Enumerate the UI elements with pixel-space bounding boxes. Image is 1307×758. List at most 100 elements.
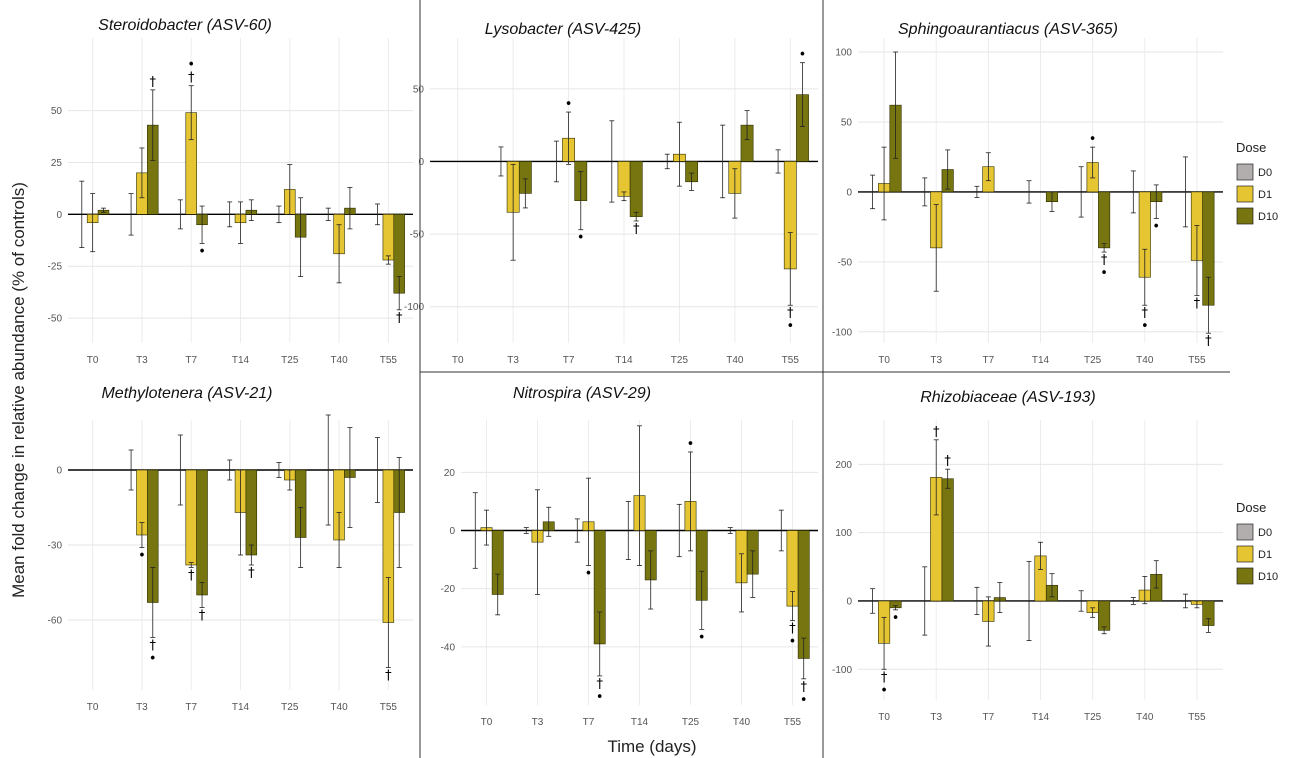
significance-symbol: •: [800, 693, 808, 708]
significance-mark: •: [577, 231, 585, 246]
x-tick-label: T3: [930, 712, 942, 723]
x-tick-label: T55: [380, 702, 398, 713]
y-tick-label: 0: [418, 157, 424, 168]
y-axis-label: Mean fold change in relative abundance (…: [9, 182, 28, 598]
significance-symbol: •: [187, 58, 195, 73]
x-tick-label: T3: [532, 717, 544, 728]
panels: -50 -25 0 25 50 Steroidobacter (ASV-60) T0 T3 T7…: [48, 17, 1223, 728]
bar-d10: [245, 469, 258, 556]
significance-symbol: †: [800, 680, 807, 695]
x-tick-label: T7: [983, 355, 995, 366]
legend-swatch: [1236, 207, 1254, 225]
significance-mark: †: [248, 566, 255, 581]
significance-symbol: •: [138, 549, 146, 564]
significance-mark: •: [198, 244, 206, 259]
legend-swatch: [1236, 567, 1254, 585]
legends: Dose D0 D1 D10 Dose D0 D1 D10: [1236, 140, 1278, 585]
significance-mark: †•: [786, 306, 794, 334]
significance-symbol: †: [1194, 296, 1201, 311]
significance-mark: †: [396, 311, 403, 326]
significance-mark: •: [799, 48, 807, 63]
significance-symbol: •: [789, 635, 797, 650]
y-tick-label: -50: [410, 230, 425, 241]
significance-mark: †: [1205, 334, 1212, 349]
x-tick-label: T40: [330, 355, 348, 366]
significance-symbol: †: [1101, 253, 1108, 268]
legend-label: D10: [1258, 571, 1278, 583]
y-tick-label: 50: [51, 106, 63, 117]
significance-symbol: †: [787, 306, 794, 321]
significance-mark: †•: [596, 677, 604, 705]
significance-symbol: †: [944, 454, 951, 469]
x-tick-label: T40: [1136, 712, 1154, 723]
x-tick-label: T25: [281, 702, 299, 713]
significance-mark: •: [138, 549, 146, 564]
x-tick-label: T0: [878, 712, 890, 723]
significance-symbol: •: [1089, 132, 1097, 147]
significance-symbol: †: [385, 669, 392, 684]
y-tick-label: -30: [48, 541, 63, 552]
bar-d10: [196, 469, 208, 596]
significance-mark: †: [633, 222, 640, 237]
y-tick-label: 0: [56, 466, 62, 477]
significance-mark: †: [188, 569, 195, 584]
legend-label: D0: [1258, 527, 1272, 539]
x-tick-label: T40: [1136, 355, 1154, 366]
legend-swatch: [1236, 523, 1254, 541]
panel-6: -100 0 100 200 Rhizobiaceae (ASV-193) T0 T3 T7 T…: [832, 389, 1223, 723]
x-tick-label: T14: [631, 717, 649, 728]
significance-mark: †•: [1141, 306, 1149, 334]
panel-title: Rhizobiaceae (ASV-193): [920, 389, 1096, 406]
x-tick-label: T3: [136, 702, 148, 713]
significance-symbol: •: [1100, 266, 1108, 281]
significance-mark: •: [892, 611, 900, 626]
bar-d1: [382, 214, 395, 261]
significance-mark: †: [150, 75, 157, 90]
significance-symbol: •: [698, 630, 706, 645]
bar-d10: [1098, 600, 1111, 631]
significance-symbol: •: [880, 683, 888, 698]
significance-mark: †•: [1100, 253, 1108, 281]
significance-mark: •: [687, 437, 695, 452]
legend-label: D0: [1258, 167, 1272, 179]
significance-symbol: •: [687, 437, 695, 452]
y-tick-label: -100: [832, 327, 852, 338]
significance-mark: †: [385, 669, 392, 684]
significance-mark: †: [944, 454, 951, 469]
significance-mark: •: [585, 566, 593, 581]
y-tick-label: -100: [404, 302, 424, 313]
x-tick-label: T55: [380, 355, 398, 366]
significance-symbol: †: [188, 569, 195, 584]
significance-mark: †: [1194, 296, 1201, 311]
significance-symbol: •: [799, 48, 807, 63]
legend-title: Dose: [1236, 500, 1266, 515]
x-tick-label: T55: [784, 717, 802, 728]
x-tick-label: T3: [930, 355, 942, 366]
significance-symbol: †: [881, 670, 888, 685]
y-tick-label: 100: [835, 47, 852, 58]
y-tick-label: -50: [48, 314, 63, 325]
panel-title: Sphingoaurantiacus (ASV-365): [898, 21, 1118, 38]
x-tick-label: T14: [1032, 712, 1050, 723]
x-tick-label: T40: [330, 702, 348, 713]
x-tick-label: T7: [185, 702, 197, 713]
bar-d1: [185, 469, 197, 566]
significance-mark: †•: [187, 58, 195, 86]
legend-1: Dose D0 D1 D10: [1236, 140, 1278, 225]
y-tick-label: 100: [835, 528, 852, 539]
bar-d10: [941, 478, 954, 602]
x-tick-label: T3: [507, 355, 519, 366]
significance-mark: †: [933, 425, 940, 440]
significance-symbol: •: [149, 652, 157, 667]
x-tick-label: T14: [232, 702, 250, 713]
legend-swatch: [1236, 163, 1254, 181]
significance-symbol: •: [786, 319, 794, 334]
x-axis-label: Time (days): [607, 737, 696, 756]
panel-title: Nitrospira (ASV-29): [513, 385, 651, 402]
significance-mark: •: [1152, 219, 1160, 234]
y-tick-label: 0: [56, 210, 62, 221]
x-tick-label: T55: [1188, 355, 1206, 366]
significance-symbol: †: [150, 75, 157, 90]
x-tick-label: T7: [583, 717, 595, 728]
